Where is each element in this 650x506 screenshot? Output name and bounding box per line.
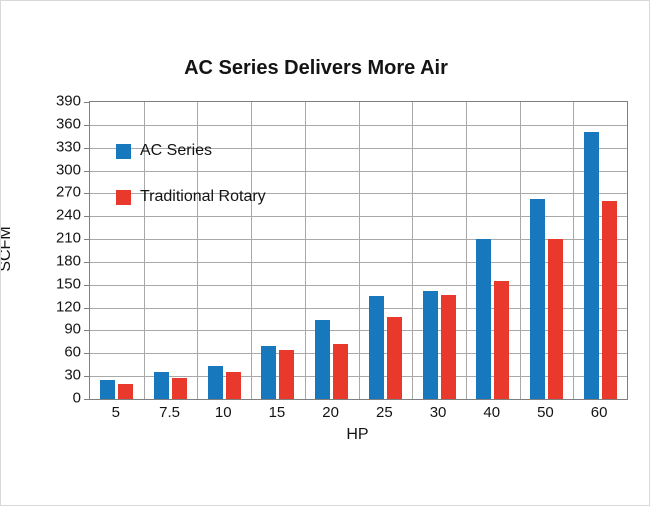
- y-axis-title: SCFM: [0, 226, 14, 272]
- y-tick-label: 390: [55, 92, 81, 110]
- y-tick-mark: [84, 147, 90, 149]
- bar-ac-series: [368, 296, 384, 399]
- y-tick-mark: [84, 307, 90, 309]
- bar-traditional-rotary: [333, 344, 349, 399]
- v-gridline: [197, 102, 199, 399]
- y-tick-label: 150: [55, 275, 81, 293]
- bar-ac-series: [476, 239, 492, 399]
- y-tick-label: 120: [55, 298, 81, 316]
- bar-ac-series: [100, 379, 116, 399]
- plot-area: AC Series Traditional Rotary: [84, 101, 628, 400]
- y-tick-label: 90: [64, 320, 81, 338]
- bar-traditional-rotary: [440, 294, 456, 399]
- x-tick-label: 5: [111, 404, 121, 421]
- x-tick-label: 40: [483, 404, 501, 421]
- legend-item: AC Series: [116, 142, 266, 160]
- y-tick-label: 180: [55, 252, 81, 270]
- y-tick-mark: [84, 102, 90, 103]
- x-axis-title: HP: [346, 426, 369, 443]
- v-gridline: [143, 102, 145, 399]
- bar-traditional-rotary: [172, 377, 188, 399]
- y-tick-mark: [84, 193, 90, 195]
- bar-traditional-rotary: [279, 350, 295, 399]
- bar-ac-series: [154, 372, 170, 399]
- bar-ac-series: [207, 366, 223, 399]
- x-tick-label: 7.5: [159, 404, 180, 421]
- y-tick-mark: [84, 124, 90, 126]
- y-tick-label: 0: [72, 389, 81, 407]
- y-tick-label: 360: [55, 115, 81, 133]
- y-tick-label: 270: [55, 183, 81, 201]
- v-gridline: [251, 102, 253, 399]
- v-gridline: [304, 102, 306, 399]
- y-tick-label: 300: [55, 161, 81, 179]
- bar-traditional-rotary: [118, 383, 134, 399]
- x-tick-label: 50: [537, 404, 554, 421]
- y-tick-mark: [84, 216, 90, 218]
- v-gridline: [465, 102, 467, 399]
- x-tick-label: 60: [590, 404, 608, 421]
- v-gridline: [573, 102, 575, 399]
- y-tick-label: 210: [55, 229, 81, 247]
- y-tick-mark: [84, 284, 90, 286]
- bar-traditional-rotary: [547, 239, 563, 399]
- legend-swatch: [116, 143, 131, 159]
- y-tick-mark: [84, 170, 90, 172]
- y-tick-mark: [84, 330, 90, 332]
- v-gridline: [519, 102, 521, 399]
- x-tick-label: 25: [376, 404, 393, 421]
- bar-ac-series: [261, 345, 277, 399]
- y-tick-label: 240: [55, 206, 81, 224]
- x-tick-label: 20: [322, 404, 339, 421]
- legend-label: Traditional Rotary: [140, 188, 266, 205]
- x-tick-label: 10: [214, 404, 232, 421]
- bar-traditional-rotary: [601, 201, 617, 399]
- legend-item: Traditional Rotary: [116, 188, 266, 206]
- bar-traditional-rotary: [494, 280, 510, 399]
- legend-label: AC Series: [140, 142, 213, 159]
- v-gridline: [358, 102, 360, 399]
- bar-ac-series: [422, 290, 438, 399]
- bar-traditional-rotary: [225, 371, 241, 399]
- x-tick-label: 30: [429, 404, 447, 421]
- y-tick-mark: [84, 399, 90, 400]
- y-tick-mark: [84, 261, 90, 263]
- bar-ac-series: [315, 319, 331, 399]
- bar-ac-series: [529, 198, 545, 399]
- y-tick-mark: [84, 239, 90, 241]
- y-tick-label: 30: [64, 366, 81, 384]
- bar-ac-series: [583, 132, 599, 399]
- legend-swatch: [116, 189, 131, 205]
- y-tick-mark: [84, 353, 90, 355]
- v-gridline: [412, 102, 414, 399]
- y-tick-mark: [84, 376, 90, 378]
- bar-traditional-rotary: [386, 316, 402, 399]
- y-tick-label: 330: [55, 138, 81, 156]
- y-tick-label: 60: [64, 343, 81, 361]
- chart-title: AC Series Delivers More Air: [184, 57, 448, 79]
- legend: AC Series Traditional Rotary: [116, 142, 266, 234]
- x-tick-label: 15: [268, 404, 286, 421]
